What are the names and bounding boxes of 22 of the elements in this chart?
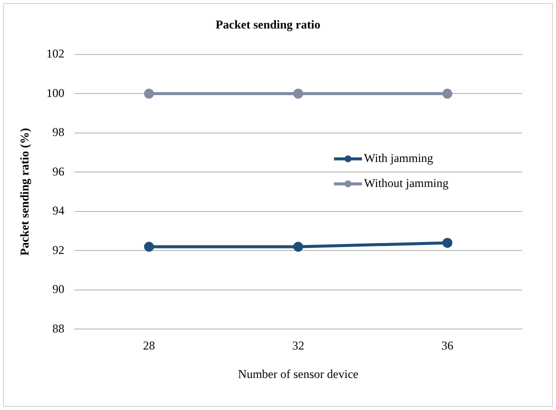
point — [293, 242, 304, 252]
x-axis-title: Number of sensor device — [238, 366, 358, 381]
point — [293, 88, 304, 99]
y-tick-label: 100 — [46, 86, 64, 100]
legend-label: Without jamming — [364, 176, 449, 190]
x-tick-label: 28 — [143, 338, 155, 353]
y-axis-title: Packet sending ratio (%) — [17, 128, 32, 256]
y-tick-label: 94 — [52, 204, 64, 218]
x-tick-label: 36 — [441, 338, 454, 353]
x-tick-label: 32 — [292, 338, 304, 353]
chart-title: Packet sending ratio — [216, 17, 320, 32]
point — [442, 88, 452, 99]
y-tick-label: 88 — [52, 321, 64, 336]
y-tick-label: 92 — [52, 242, 64, 257]
y-tick-label: 90 — [52, 282, 64, 296]
y-tick-label: 96 — [52, 164, 64, 178]
legend-label: With jamming — [364, 150, 434, 165]
y-tick-label: 102 — [46, 46, 64, 61]
point — [442, 238, 452, 248]
point — [144, 88, 154, 99]
y-tick-label: 98 — [52, 125, 64, 140]
point — [144, 242, 154, 252]
